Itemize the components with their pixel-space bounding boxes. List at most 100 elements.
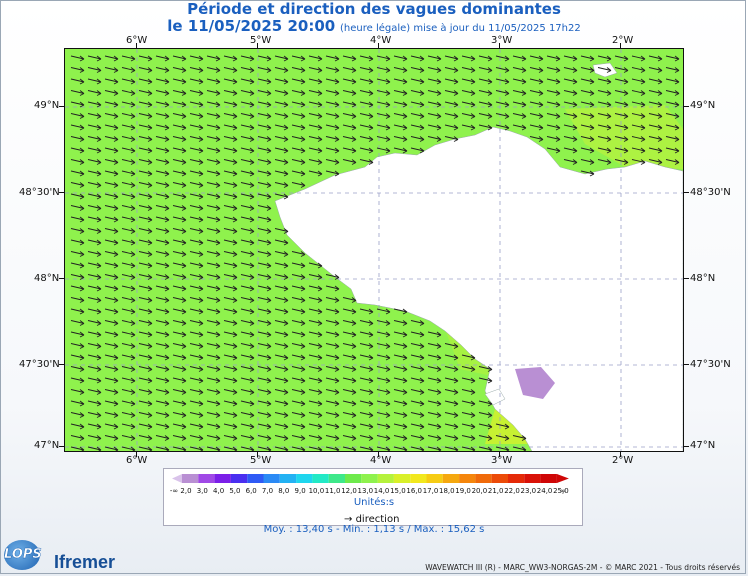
axis-tick <box>59 192 64 193</box>
direction-arrows <box>70 55 683 451</box>
wave-arrow <box>189 285 204 292</box>
wave-arrow <box>495 101 510 108</box>
wave-arrow <box>257 136 272 142</box>
wave-arrow <box>206 101 221 108</box>
wave-arrow <box>257 239 272 246</box>
wave-arrow <box>308 78 323 85</box>
wave-arrow <box>274 251 289 257</box>
wave-arrow <box>138 308 153 315</box>
legend-tick-label: 18,0 <box>439 487 455 495</box>
wave-arrow <box>393 101 408 108</box>
wave-arrow <box>257 228 272 234</box>
wave-arrow <box>342 377 357 384</box>
wave-arrow <box>274 193 289 200</box>
wave-arrow <box>325 55 340 62</box>
wave-arrow <box>70 251 85 257</box>
lat-label-right-48n: 48°N <box>690 273 716 284</box>
wave-arrow <box>240 446 255 451</box>
wave-arrow <box>70 389 85 395</box>
wave-arrow <box>444 423 459 430</box>
wave-arrow <box>682 113 683 114</box>
axis-tick <box>59 106 64 107</box>
wave-arrow <box>257 216 272 223</box>
lon-label-bottom-3w: 3°W <box>491 455 513 466</box>
wave-arrow <box>206 446 221 451</box>
wave-arrow <box>580 124 595 131</box>
lon-label-top-6w: 6°W <box>126 35 148 46</box>
wave-arrow <box>121 182 136 188</box>
axis-tick <box>499 452 500 457</box>
wave-arrow <box>308 113 323 119</box>
wave-arrow <box>308 320 323 326</box>
ifremer-logo: Ifremer <box>54 552 116 572</box>
wave-arrow <box>257 262 272 269</box>
wave-arrow <box>104 159 119 165</box>
wave-arrow <box>461 354 476 361</box>
wave-arrow <box>393 366 408 372</box>
wave-arrow <box>342 67 357 73</box>
wave-arrow <box>682 332 683 333</box>
wave-arrow <box>104 412 119 418</box>
legend-cell <box>182 474 199 483</box>
wave-arrow <box>427 343 442 349</box>
wave-arrow <box>393 423 408 430</box>
wave-arrow <box>308 147 323 154</box>
wave-arrow <box>104 216 119 223</box>
color-scale: -∞ 2,0 3,0 4,0 5,0 6,0 7,0 8,0 9,0 10,0 11,0 12,0 13… <box>170 474 569 495</box>
wave-arrow <box>274 262 289 269</box>
wave-arrow <box>291 366 306 372</box>
wave-arrow <box>223 182 238 188</box>
axis-tick <box>59 446 64 447</box>
wave-arrow <box>223 354 238 361</box>
wave-arrow <box>172 67 187 73</box>
wave-arrow <box>529 101 544 108</box>
axis-tick <box>684 192 689 193</box>
wave-arrow <box>291 147 306 154</box>
wave-arrow <box>512 78 527 85</box>
lat-label-left-48n: 48°N <box>34 273 60 284</box>
wave-arrow <box>308 446 323 451</box>
wave-arrow <box>274 90 289 96</box>
wave-arrow <box>563 159 578 165</box>
wave-arrow <box>359 412 374 418</box>
wave-arrow <box>172 228 187 234</box>
wave-arrow <box>223 412 238 418</box>
wave-arrow <box>427 412 442 418</box>
wave-arrow <box>444 389 459 395</box>
wave-arrow <box>189 308 204 315</box>
legend-tick-label: 6,0 <box>246 487 257 495</box>
wave-arrow <box>172 366 187 372</box>
legend-high-arrow <box>556 474 569 483</box>
wave-arrow <box>206 216 221 223</box>
wave-arrow <box>648 55 663 62</box>
wave-arrow <box>155 216 170 223</box>
wave-arrow <box>257 320 272 326</box>
wave-arrow <box>257 297 272 303</box>
wave-arrow <box>189 136 204 142</box>
wave-arrow <box>563 124 578 131</box>
wave-arrow <box>512 67 527 73</box>
axis-tick <box>257 43 258 48</box>
wave-arrow <box>257 274 272 280</box>
wave-arrow <box>308 377 323 384</box>
wave-arrow <box>155 366 170 372</box>
wave-arrow <box>223 435 238 441</box>
wave-arrow <box>172 320 187 326</box>
wave-arrow <box>291 124 306 131</box>
wave-arrow <box>240 297 255 303</box>
wave-arrow <box>138 435 153 441</box>
wave-arrow <box>342 147 357 154</box>
wave-map[interactable] <box>64 48 684 452</box>
wave-arrow <box>138 400 153 407</box>
wave-arrow <box>87 205 102 211</box>
wave-arrow <box>121 366 136 372</box>
wave-arrow <box>461 389 476 395</box>
wave-arrow <box>70 147 85 154</box>
wave-arrow <box>189 170 204 177</box>
wave-arrow <box>444 78 459 85</box>
wave-arrow <box>512 101 527 108</box>
wave-arrow <box>189 262 204 269</box>
wave-arrow <box>104 147 119 154</box>
wave-arrow <box>478 67 493 73</box>
wave-arrow <box>172 205 187 211</box>
